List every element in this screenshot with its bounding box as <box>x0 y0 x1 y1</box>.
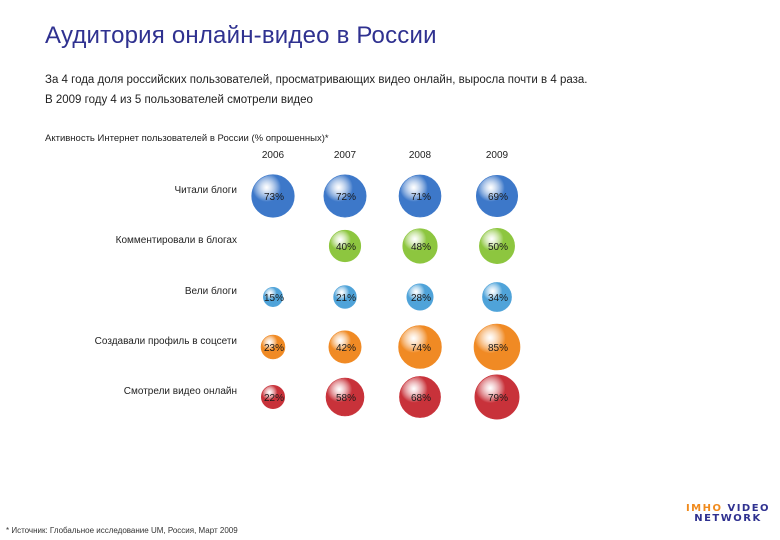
bubble-value-label: 50% <box>488 242 508 253</box>
bubble <box>260 384 285 409</box>
bubble-value-label: 68% <box>411 393 431 404</box>
bubble-value-label: 85% <box>488 343 508 354</box>
bubble <box>479 228 515 264</box>
year-header-2009: 2009 <box>486 150 509 161</box>
row-label: Читали блоги <box>175 184 238 196</box>
page-title: Аудитория онлайн-видео в России <box>45 22 437 49</box>
bubble-value-label: 58% <box>336 393 356 404</box>
year-header-2008: 2008 <box>409 150 432 161</box>
bubble-value-label: 22% <box>264 393 284 404</box>
bubble <box>474 374 520 420</box>
bubble-value-label: 72% <box>336 192 356 203</box>
bubble-value-label: 40% <box>336 242 356 253</box>
bubble-value-label: 73% <box>264 192 284 203</box>
bubble-value-label: 23% <box>264 343 284 354</box>
bubble <box>328 229 362 263</box>
source-footnote: * Источник: Глобальное исследование UM, … <box>6 526 238 535</box>
bubble <box>398 325 442 369</box>
bubble <box>482 282 512 312</box>
logo-word-network: NETWORK <box>694 513 762 524</box>
bubble <box>399 376 441 418</box>
bubble-value-label: 79% <box>488 393 508 404</box>
logo-word-video: VIDEO <box>727 503 771 514</box>
bubble <box>398 174 442 218</box>
bubble <box>475 174 519 218</box>
bubble <box>323 174 367 218</box>
year-header-2006: 2006 <box>262 150 285 161</box>
bubble-value-label: 42% <box>336 343 356 354</box>
bubble-value-label: 69% <box>488 192 508 203</box>
chart-title: Активность Интернет пользователей в Росс… <box>45 133 329 144</box>
bubble <box>473 323 521 371</box>
bubble-value-label: 34% <box>488 293 508 304</box>
bubble-value-label: 21% <box>336 293 356 304</box>
imho-video-network-logo: IMHO VIDEO NETWORK <box>683 504 773 524</box>
bubble <box>263 287 283 307</box>
bubble-value-label: 74% <box>411 343 431 354</box>
row-label: Создавали профиль в соцсети <box>95 335 237 347</box>
row-label: Вели блоги <box>185 285 237 297</box>
bubble-value-label: 48% <box>411 242 431 253</box>
row-label: Смотрели видео онлайн <box>124 386 237 397</box>
bubble <box>333 285 357 309</box>
subtitle-line-2: В 2009 году 4 из 5 пользователей смотрел… <box>45 94 313 106</box>
row-label: Комментировали в блогах <box>116 234 237 246</box>
bubble <box>260 334 286 360</box>
subtitle-line-1: За 4 года доля российских пользователей,… <box>45 74 588 86</box>
bubble <box>325 377 365 417</box>
year-header-2007: 2007 <box>334 150 357 161</box>
bubble <box>251 174 295 218</box>
bubble-value-label: 71% <box>411 192 431 203</box>
logo-word-imho: IMHO <box>685 503 723 514</box>
bubble <box>402 228 438 264</box>
bubble <box>406 283 434 311</box>
bubble-value-label: 28% <box>411 293 431 304</box>
bubble-value-label: 15% <box>264 293 284 304</box>
bubble <box>328 330 362 364</box>
